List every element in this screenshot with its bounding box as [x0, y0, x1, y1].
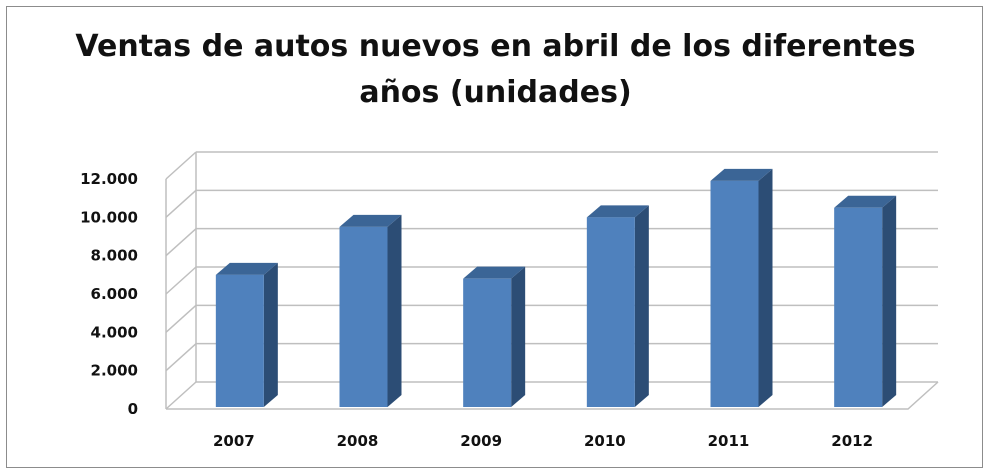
bar-top: [215, 262, 278, 275]
bar-top: [463, 266, 526, 279]
y-tick-label: 10.000: [80, 208, 138, 226]
x-tick-label: 2011: [708, 432, 750, 450]
bar-top: [710, 168, 773, 181]
x-tick-label: 2012: [831, 432, 873, 450]
side-wall-line: [165, 304, 197, 333]
side-wall-line: [165, 343, 197, 372]
bar-side: [263, 262, 278, 407]
chart-title-line-2: años (unidades): [359, 75, 632, 110]
bar-top: [586, 205, 649, 218]
y-tick-label: 2.000: [91, 362, 138, 380]
bar-side: [511, 266, 526, 407]
bar-side: [387, 214, 402, 407]
x-tick-label: 2010: [584, 432, 626, 450]
y-tick-label: 12.000: [80, 170, 138, 188]
bar: [215, 274, 264, 407]
x-tick-label: 2007: [213, 432, 255, 450]
bar-side: [634, 205, 649, 407]
side-wall-line: [165, 228, 197, 257]
side-wall-line: [165, 151, 197, 180]
side-wall-line: [165, 381, 197, 410]
bar-top: [339, 214, 402, 227]
y-tick-label: 4.000: [91, 323, 138, 341]
floor-edge: [166, 381, 939, 410]
bar-side: [882, 195, 897, 407]
bar-side: [758, 168, 773, 407]
bar: [339, 226, 388, 407]
x-tick-label: 2009: [460, 432, 502, 450]
chart-title: Ventas de autos nuevos en abril de los d…: [0, 24, 991, 116]
y-tick-label: 8.000: [91, 247, 138, 265]
side-wall-line: [165, 266, 197, 295]
y-tick-label: 0: [128, 400, 138, 418]
bar: [710, 180, 759, 407]
bar: [463, 278, 512, 407]
chart-title-line-1: Ventas de autos nuevos en abril de los d…: [75, 29, 916, 64]
x-tick-label: 2008: [337, 432, 379, 450]
y-tick-label: 6.000: [91, 285, 138, 303]
bar: [834, 207, 883, 407]
side-wall-line: [165, 189, 197, 218]
bar-top: [834, 195, 897, 208]
bar: [586, 217, 635, 407]
